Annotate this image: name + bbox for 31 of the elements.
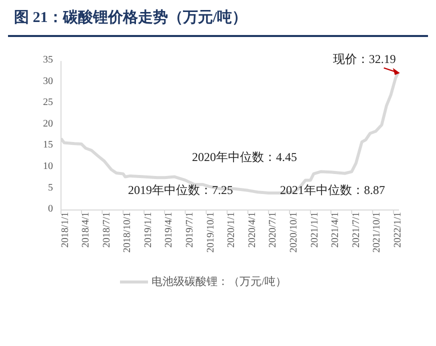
x-tick-label: 2021/7/1 (350, 212, 362, 248)
y-tick-label: 0 (48, 204, 53, 215)
x-tick-label: 2018/7/1 (101, 212, 112, 248)
x-tick-label: 2020/1/1 (226, 212, 238, 248)
y-tick-label: 5 (48, 182, 53, 194)
y-tick-label: 20 (43, 118, 53, 130)
y-tick-label: 10 (43, 160, 53, 172)
x-tick-label: 2019/1/1 (143, 212, 154, 248)
x-tick-label: 2018/4/1 (80, 212, 92, 248)
chart-title: 图 21：碳酸锂价格走势（万元/吨） (8, 8, 428, 37)
x-tick-label: 2018/10/1 (122, 212, 134, 253)
annotation: 2021年中位数：8.87 (280, 182, 385, 199)
x-tick-label: 2021/4/1 (330, 212, 342, 248)
x-tick-label: 2019/10/1 (205, 212, 216, 253)
legend-label: 电池级碳酸锂：（万元/吨） (150, 275, 287, 289)
x-tick-label: 2019/4/1 (164, 212, 175, 248)
x-tick-label: 2020/10/1 (288, 212, 300, 253)
x-tick-label: 2021/1/1 (310, 212, 321, 248)
x-tick-label: 2022/1/1 (392, 212, 404, 248)
x-tick-label: 2020/4/1 (246, 212, 258, 248)
annotation: 2019年中位数：7.25 (128, 182, 233, 199)
x-tick-label: 2019/7/1 (184, 212, 196, 248)
annotation: 2020年中位数：4.45 (192, 149, 297, 166)
y-tick-label: 25 (43, 97, 53, 108)
y-tick-label: 35 (43, 54, 53, 66)
x-tick-label: 2021/10/1 (372, 212, 383, 253)
x-tick-label: 2020/7/1 (268, 212, 279, 248)
y-tick-label: 15 (43, 140, 53, 151)
y-tick-label: 30 (43, 76, 53, 87)
annotation: 现价：32.19 (332, 52, 396, 66)
x-tick-label: 2018/1/1 (60, 212, 72, 248)
